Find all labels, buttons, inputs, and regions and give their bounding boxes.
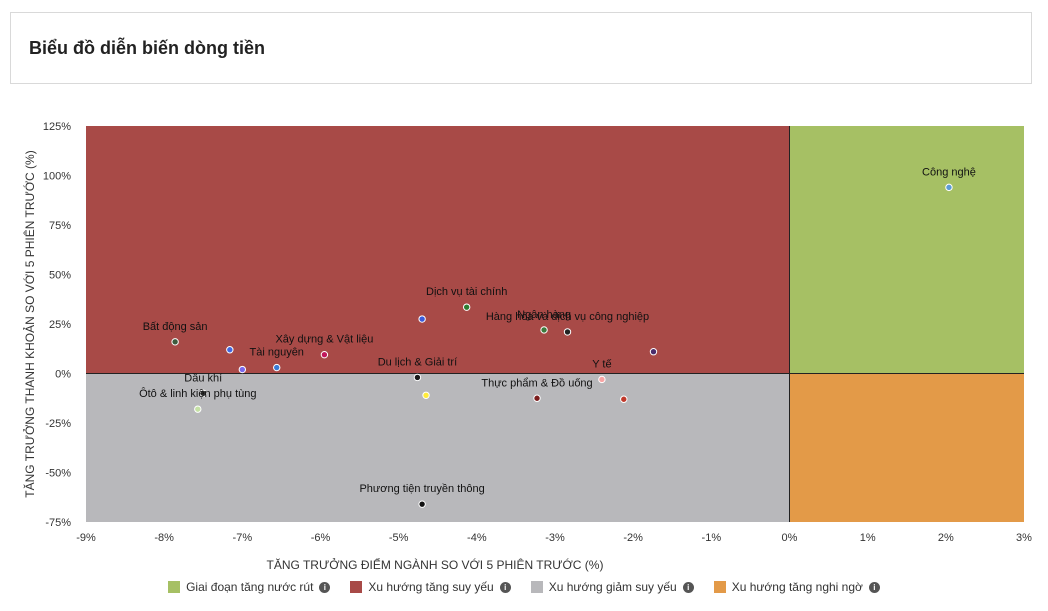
x-axis-label: TĂNG TRƯỞNG ĐIỂM NGÀNH SO VỚI 5 PHIÊN TR… bbox=[267, 557, 604, 572]
data-point bbox=[238, 365, 247, 374]
legend-item-doubtful-up[interactable]: Xu hướng tăng nghi ngờ i bbox=[713, 580, 880, 594]
data-point bbox=[620, 395, 628, 403]
legend-swatch bbox=[350, 581, 363, 593]
data-point bbox=[945, 183, 953, 192]
data-point-label: Dầu khí bbox=[184, 372, 222, 384]
data-point bbox=[598, 375, 606, 384]
x-tick-label: 1% bbox=[860, 532, 876, 544]
legend-swatch bbox=[713, 581, 726, 593]
data-point bbox=[540, 326, 548, 334]
legend-item-weakening-down[interactable]: Xu hướng giảm suy yếu i bbox=[530, 580, 694, 594]
data-point-label: Xây dựng & Vật liệu bbox=[275, 334, 373, 346]
legend-label: Xu hướng tăng nghi ngờ bbox=[731, 580, 863, 594]
data-point bbox=[418, 500, 426, 508]
y-tick-label: -75% bbox=[45, 517, 71, 529]
legend-label: Giai đoạn tăng nước rút bbox=[186, 580, 314, 594]
data-point-label: Dịch vụ tài chính bbox=[426, 286, 507, 298]
y-tick-label: 50% bbox=[49, 270, 71, 282]
legend-item-sprint[interactable]: Giai đoạn tăng nước rút i bbox=[168, 580, 331, 594]
legend-swatch bbox=[168, 581, 181, 593]
info-icon[interactable]: i bbox=[319, 581, 331, 593]
data-point bbox=[320, 350, 329, 359]
data-point-label: Bất động sản bbox=[143, 321, 208, 333]
y-tick-label: 125% bbox=[43, 121, 71, 133]
y-tick-label: 0% bbox=[55, 369, 71, 381]
legend-swatch bbox=[530, 581, 543, 593]
data-point-label: Phương tiện truyền thông bbox=[359, 483, 484, 495]
data-point bbox=[273, 363, 281, 372]
x-tick-label: -8% bbox=[154, 532, 174, 544]
info-icon[interactable]: i bbox=[868, 581, 880, 593]
x-tick-label: -7% bbox=[233, 532, 253, 544]
data-point-label: Y tế bbox=[592, 358, 611, 370]
data-point-label: Tài nguyên bbox=[250, 347, 304, 359]
data-point bbox=[462, 303, 471, 311]
chart-title: Biểu đồ diễn biến dòng tiền bbox=[29, 38, 265, 58]
x-tick-label: 2% bbox=[938, 532, 954, 544]
y-tick-label: -25% bbox=[45, 418, 71, 430]
data-point-label: Du lịch & Giải trí bbox=[378, 356, 457, 368]
legend-item-weakening-up[interactable]: Xu hướng tăng suy yếu i bbox=[350, 580, 511, 594]
x-tick-label: 0% bbox=[782, 532, 798, 544]
data-point bbox=[563, 328, 572, 336]
info-icon[interactable]: i bbox=[499, 581, 511, 593]
x-tick-label: -2% bbox=[623, 532, 643, 544]
x-tick-label: 3% bbox=[1016, 532, 1032, 544]
y-axis-label: TĂNG TRƯỞNG THANH KHOẢN SO VỚI 5 PHIÊN T… bbox=[22, 150, 37, 497]
quadrant-weakening-down bbox=[86, 373, 790, 522]
y-tick-label: 75% bbox=[49, 220, 71, 232]
data-point bbox=[171, 338, 179, 346]
x-tick-label: -9% bbox=[76, 532, 96, 544]
chart-legend: Giai đoạn tăng nước rút i Xu hướng tăng … bbox=[0, 580, 1048, 594]
data-point bbox=[226, 346, 234, 354]
data-point bbox=[199, 389, 207, 397]
chart-title-card: Biểu đồ diễn biến dòng tiền bbox=[10, 12, 1032, 84]
data-point bbox=[194, 405, 202, 413]
legend-label: Xu hướng giảm suy yếu bbox=[548, 580, 677, 594]
x-tick-label: -4% bbox=[467, 532, 487, 544]
data-point-label: Công nghệ bbox=[922, 166, 976, 178]
data-point-label: Ôtô & linh kiện phụ tùng bbox=[139, 387, 256, 400]
quadrant-weakening-up bbox=[86, 126, 790, 374]
quadrant-sprint bbox=[789, 126, 1024, 374]
x-tick-label: -5% bbox=[389, 532, 409, 544]
data-point-label: Ngân hàng bbox=[517, 309, 571, 321]
data-point bbox=[422, 391, 430, 399]
data-point-label: Thực phẩm & Đồ uống bbox=[481, 377, 592, 389]
x-tick-label: -1% bbox=[702, 532, 722, 544]
data-point bbox=[413, 373, 422, 382]
cashflow-scatter-chart: -9% -8% -7% -6% -5% -4% -3% -2% -1% 0% 1% 2% 3% -75% -… bbox=[22, 121, 1032, 572]
quadrant-doubtful-up bbox=[789, 373, 1024, 522]
data-point-label: Hàng hóa và dịch vụ công nghiệp bbox=[486, 311, 649, 323]
info-icon[interactable]: i bbox=[682, 581, 694, 593]
data-point bbox=[649, 348, 658, 356]
y-tick-label: -50% bbox=[45, 468, 71, 480]
y-tick-label: 100% bbox=[43, 171, 71, 183]
data-point bbox=[418, 315, 426, 323]
y-tick-label: 25% bbox=[49, 319, 71, 331]
data-point bbox=[533, 394, 541, 402]
x-tick-label: -3% bbox=[545, 532, 565, 544]
x-tick-label: -6% bbox=[311, 532, 331, 544]
legend-label: Xu hướng tăng suy yếu bbox=[368, 580, 494, 594]
